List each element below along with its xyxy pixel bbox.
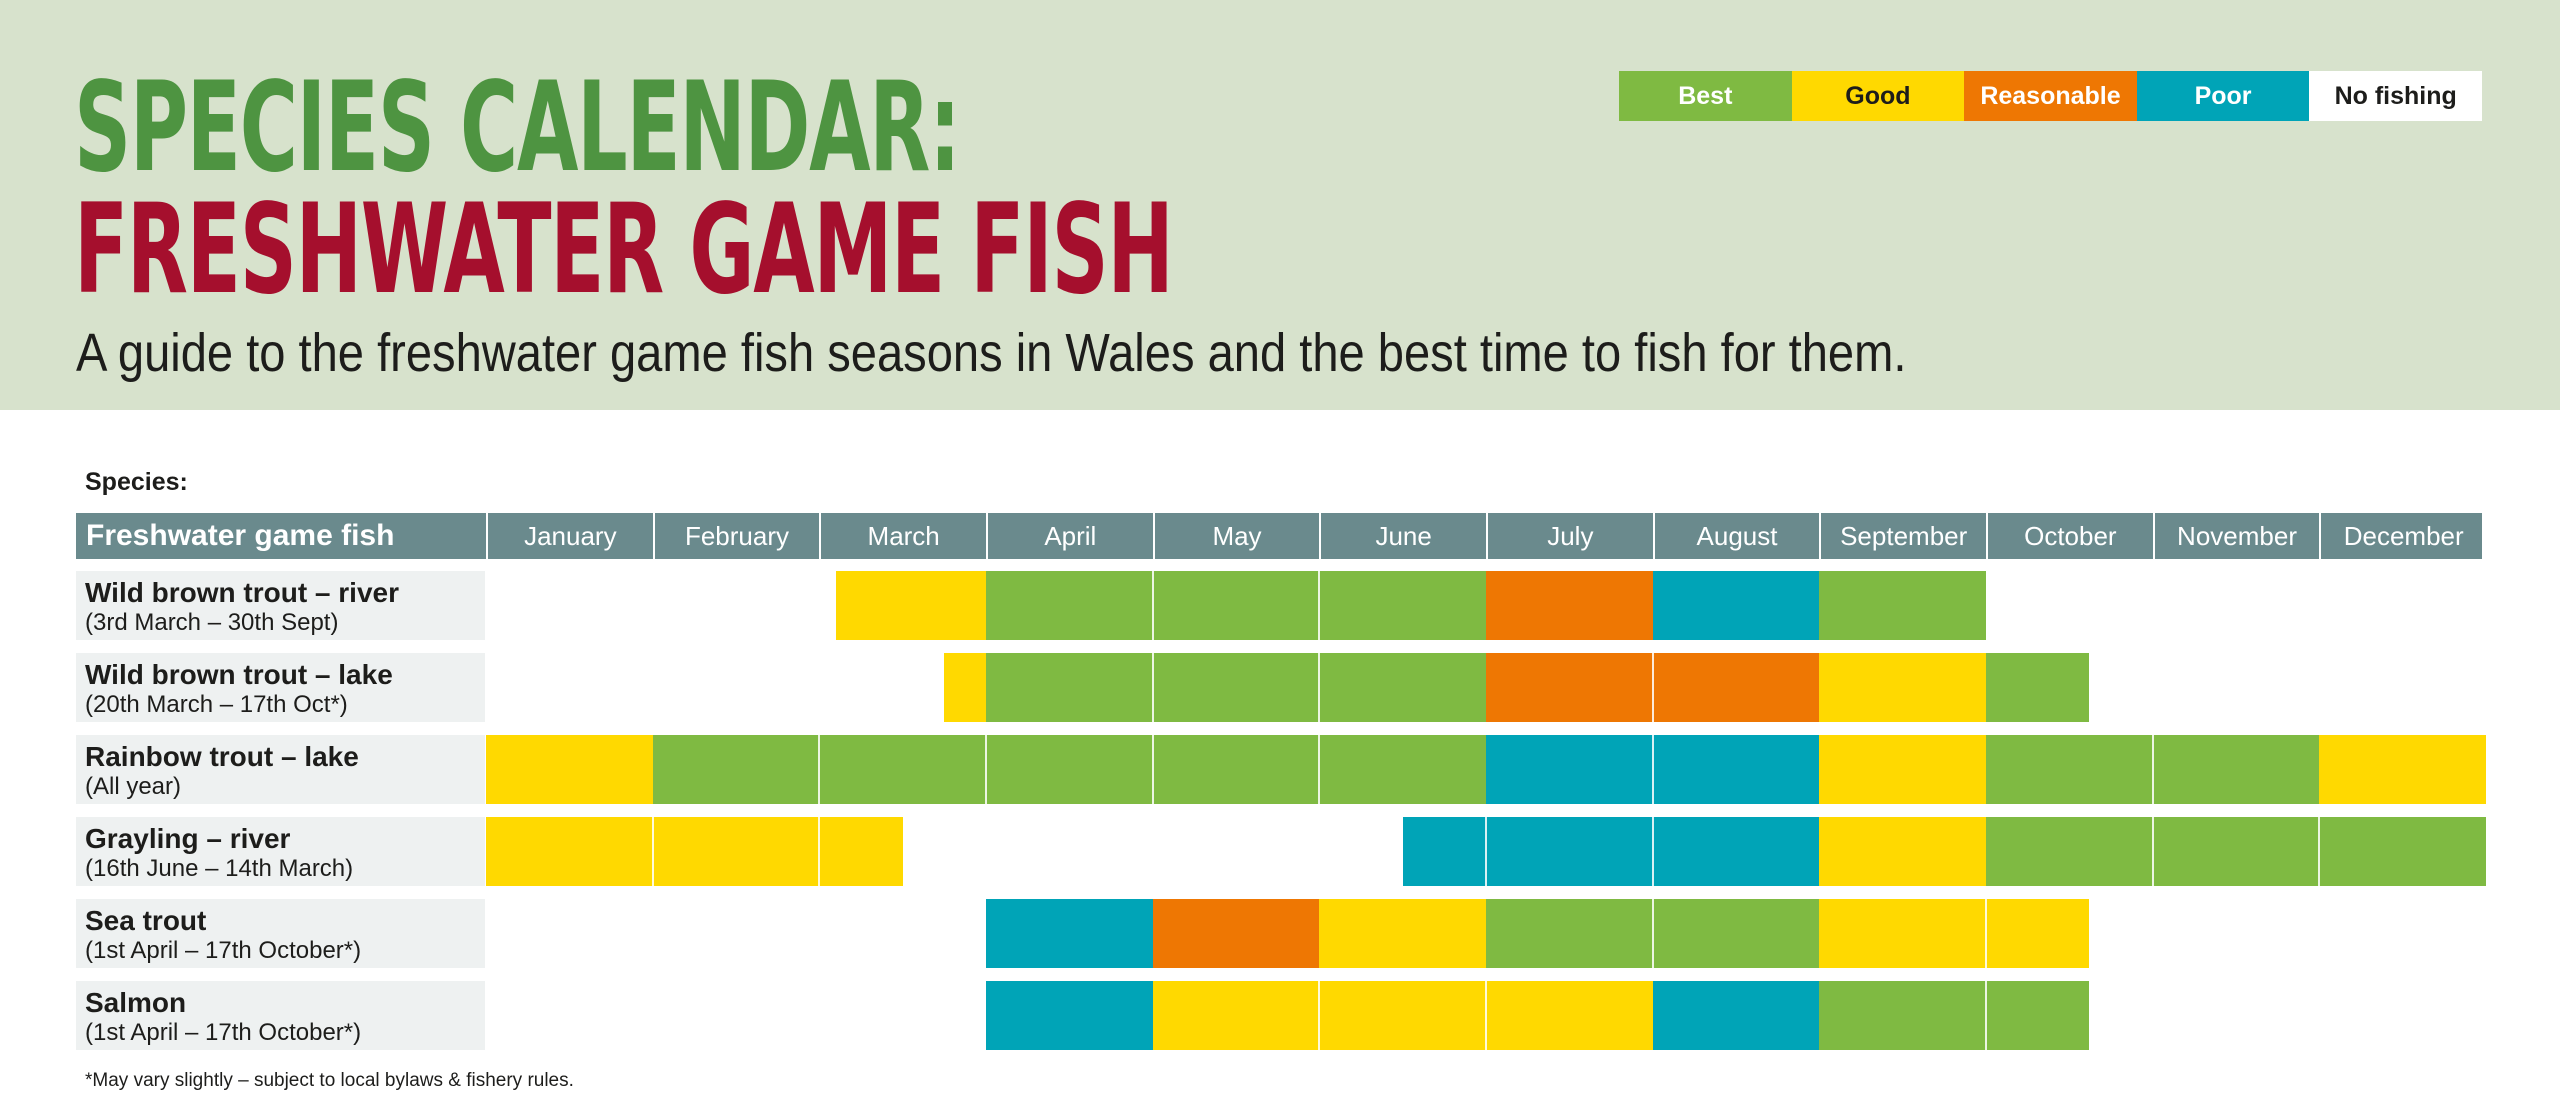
month-divider [1151,571,1154,640]
legend-reasonable: Reasonable [1964,71,2137,121]
season-bar-poor [1402,817,1820,886]
species-name: Wild brown trout – lake [85,659,393,690]
month-divider [1651,899,1654,968]
season-bar-best [1819,981,2090,1050]
subtitle: A guide to the freshwater game fish seas… [76,323,1907,383]
month-divider [1985,899,1988,968]
season-bar-best [986,571,1486,640]
title-line-2: FRESHWATER GAME FISH [74,178,1174,322]
species-season-dates: (3rd March – 30th Sept) [85,609,339,636]
month-divider [1151,653,1154,722]
season-bar-good [486,735,653,804]
season-bar-good [1319,899,1486,968]
season-bar-good [2319,735,2487,804]
month-header-january: January [486,513,653,559]
month-divider [818,735,821,804]
table-header: Freshwater game fish January February Marc… [76,513,2482,559]
month-divider [1318,981,1321,1050]
legend-best: Best [1619,71,1792,121]
season-bar-best [652,735,1486,804]
month-divider [1651,817,1654,886]
season-bar-good [486,817,903,886]
species-season-dates: (All year) [85,773,182,800]
season-bar-poor [1652,981,1820,1050]
species-name: Sea trout [85,905,207,936]
species-name: Wild brown trout – river [85,577,399,608]
season-bar-good [1819,735,1987,804]
month-header-december: December [2319,513,2486,559]
month-header-may: May [1152,513,1320,559]
season-bar-good [1819,817,1987,886]
season-bar-good [836,571,986,640]
month-header-april: April [986,513,1153,559]
month-header-october: October [1986,513,2153,559]
month-divider [2151,817,2154,886]
month-header-november: November [2152,513,2320,559]
species-label: Species: [85,468,188,496]
table-header-title: Freshwater game fish [86,519,395,552]
season-bar-poor [986,981,1153,1050]
species-name: Rainbow trout – lake [85,741,359,772]
species-season-dates: (20th March – 17th Oct*) [85,691,348,718]
month-divider [1318,571,1321,640]
legend: Best Good Reasonable Poor No fishing [1619,71,2482,121]
season-bar-best [986,653,1486,722]
month-divider [1485,817,1488,886]
species-season-dates: (16th June – 14th March) [85,855,354,882]
month-divider [1151,735,1154,804]
month-header-september: September [1819,513,1986,559]
month-divider [1651,653,1654,722]
month-header-march: March [819,513,986,559]
species-name: Grayling – river [85,823,291,854]
species-season-dates: (1st April – 17th October*) [85,1019,362,1046]
species-row-label: Sea trout (1st April – 17th October*) [76,899,485,968]
season-bar-reasonable [1486,571,1653,640]
season-bar-good [944,653,986,722]
species-season-dates: (1st April – 17th October*) [85,937,362,964]
season-bar-best [1986,817,2487,886]
month-header-august: August [1652,513,1820,559]
species-row-label: Wild brown trout – lake (20th March – 17t… [76,653,485,722]
season-bar-poor [986,899,1153,968]
season-bar-poor [1652,571,1820,640]
month-divider [651,817,654,886]
season-bar-reasonable [1152,899,1320,968]
month-header-june: June [1319,513,1486,559]
season-bar-good [1152,981,1653,1050]
title-line-1: SPECIES CALENDAR: [74,56,961,200]
month-header-february: February [652,513,820,559]
season-bar-good [1819,899,2090,968]
month-divider [1485,981,1488,1050]
month-divider [2318,817,2321,886]
species-row-label: Rainbow trout – lake (All year) [76,735,485,804]
species-row-label: Grayling – river (16th June – 14th March) [76,817,485,886]
legend-no-fishing: No fishing [2309,71,2482,121]
legend-good: Good [1791,71,1965,121]
season-bar-best [1986,653,2090,722]
header-band [0,0,2560,410]
month-divider [1318,735,1321,804]
month-divider [1651,735,1654,804]
month-divider [818,817,821,886]
species-row-label: Salmon (1st April – 17th October*) [76,981,485,1050]
month-divider [1318,653,1321,722]
species-row-label: Wild brown trout – river (3rd March – 30t… [76,571,485,640]
month-divider [2151,735,2154,804]
month-divider [985,735,987,804]
month-divider [1985,981,1988,1050]
season-bar-best [1819,571,1987,640]
footnote: *May vary slightly – subject to local by… [85,1070,574,1091]
season-bar-good [1819,653,1987,722]
legend-poor: Poor [2136,71,2310,121]
species-name: Salmon [85,987,187,1018]
month-header-july: July [1486,513,1653,559]
